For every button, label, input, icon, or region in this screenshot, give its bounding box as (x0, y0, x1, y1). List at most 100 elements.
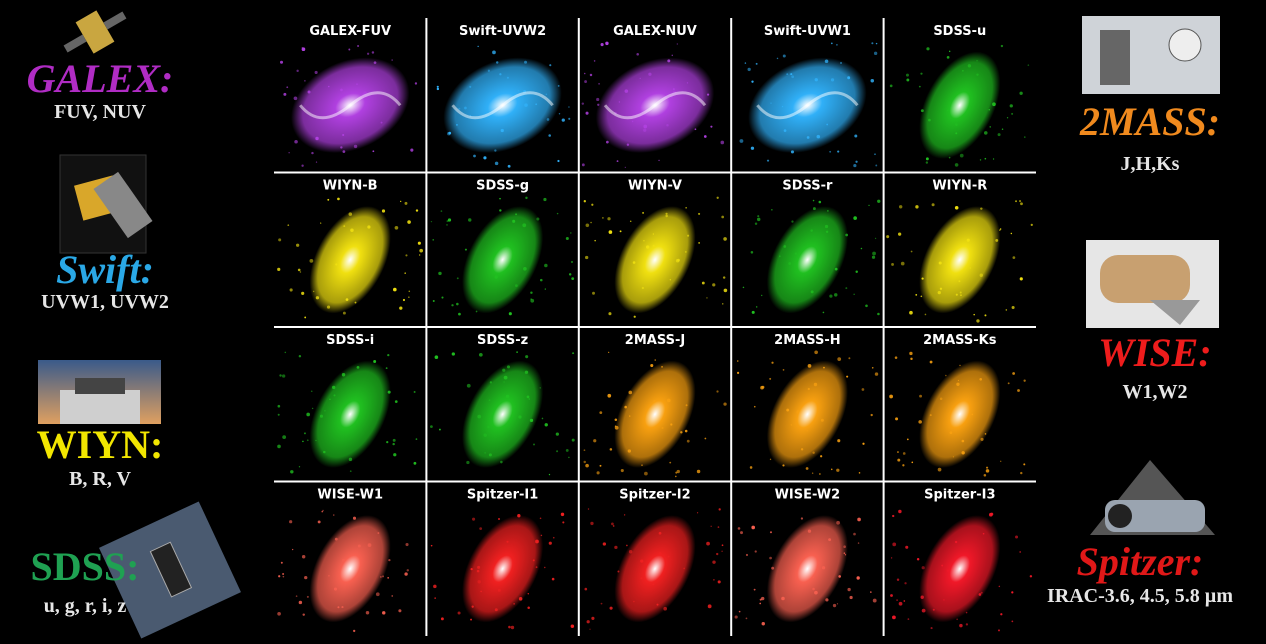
star (430, 425, 433, 428)
star (589, 628, 591, 630)
panel: WISE-W1 (274, 481, 427, 636)
star (736, 371, 740, 374)
star (284, 351, 287, 354)
galaxy (309, 515, 391, 623)
star (747, 67, 751, 72)
panel: SDSS-u (883, 18, 1036, 173)
star (669, 461, 672, 464)
star (371, 51, 375, 54)
star (782, 369, 785, 371)
star (413, 461, 417, 465)
star (954, 163, 959, 167)
star (353, 629, 356, 633)
panel-label: Swift-UVW2 (459, 24, 546, 39)
star (527, 606, 530, 609)
star (498, 517, 501, 520)
star (456, 302, 459, 306)
star (706, 541, 710, 546)
swift-icon (59, 154, 153, 254)
star (289, 520, 293, 524)
panel-label: WISE-W1 (317, 488, 383, 503)
star (737, 360, 739, 362)
panel: Spitzer-I3 (883, 481, 1036, 636)
star (800, 517, 804, 520)
star (372, 150, 375, 153)
star (857, 542, 860, 544)
star (717, 526, 720, 529)
star (277, 404, 281, 408)
panel: SDSS-g (426, 172, 579, 327)
star (626, 544, 628, 547)
star (930, 627, 933, 630)
star (600, 602, 603, 605)
star (1006, 117, 1009, 119)
star (571, 277, 575, 281)
star (890, 557, 893, 559)
star (342, 311, 346, 315)
star (983, 131, 988, 135)
star (757, 215, 760, 218)
star (742, 286, 745, 289)
star (891, 263, 894, 266)
panel: WISE-W2 (731, 481, 884, 636)
star (394, 225, 399, 230)
star (551, 577, 555, 581)
star (873, 51, 878, 56)
star (456, 277, 459, 280)
star (721, 550, 723, 552)
star (583, 460, 586, 464)
star (278, 575, 281, 578)
star (557, 159, 560, 163)
star (756, 217, 761, 222)
star (440, 617, 444, 621)
star (304, 316, 307, 319)
star (624, 166, 626, 168)
star (830, 468, 833, 471)
star (945, 374, 947, 377)
panel: Spitzer-I2 (578, 481, 732, 636)
star (561, 118, 565, 122)
star (903, 600, 906, 602)
star (722, 276, 726, 279)
star (306, 412, 310, 417)
star (723, 402, 727, 406)
star (895, 417, 899, 421)
star (990, 512, 994, 516)
mission-bands: W1,W2 (1123, 381, 1188, 403)
star (829, 294, 833, 298)
star (706, 297, 708, 299)
mission-name: WIYN: (37, 422, 164, 467)
star (753, 588, 756, 591)
star (585, 223, 590, 228)
star (837, 357, 842, 361)
star (405, 254, 408, 257)
star (979, 159, 982, 161)
star (771, 209, 773, 211)
star (751, 310, 755, 314)
star (905, 73, 909, 77)
star (598, 83, 600, 85)
star (937, 467, 942, 472)
panel: 2MASS-J (578, 327, 732, 482)
star (889, 84, 893, 88)
panel-label: SDSS-i (326, 333, 374, 348)
star (904, 582, 907, 585)
star (320, 222, 322, 224)
mission-bands: J,H,Ks (1121, 153, 1180, 175)
star (857, 517, 861, 522)
star (959, 153, 964, 158)
mission-bands: u, g, r, i, z (44, 595, 127, 617)
star (404, 272, 406, 274)
star (989, 126, 991, 128)
star (832, 603, 837, 608)
star (549, 64, 552, 67)
star (296, 243, 300, 247)
panel-label: 2MASS-H (774, 333, 840, 348)
panel-label: Spitzer-I3 (924, 488, 995, 503)
star (751, 80, 754, 83)
star (675, 475, 677, 478)
star (929, 360, 933, 364)
star (900, 261, 905, 266)
star (686, 439, 690, 443)
star (583, 200, 586, 203)
